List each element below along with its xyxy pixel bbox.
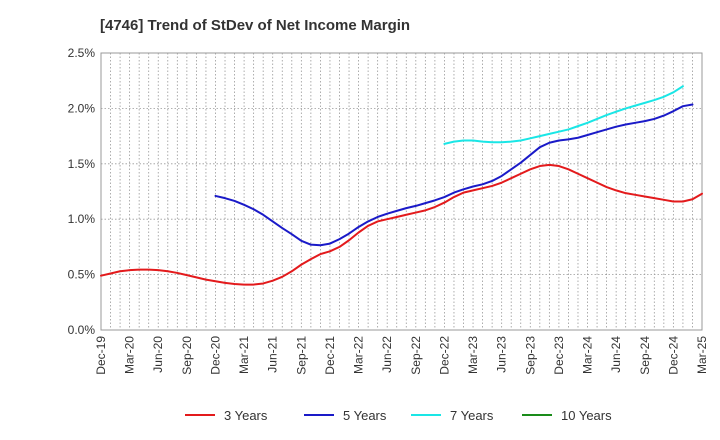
x-tick-label: Jun-20 xyxy=(151,336,165,373)
x-tick-label: Sep-20 xyxy=(180,336,194,375)
x-tick-label: Dec-20 xyxy=(208,336,222,375)
y-tick-label: 1.0% xyxy=(68,212,96,226)
y-tick-label: 2.5% xyxy=(68,46,96,60)
legend-label-5-years: 5 Years xyxy=(343,408,387,423)
plot-area xyxy=(100,85,703,286)
x-tick-label: Sep-21 xyxy=(294,336,308,375)
x-axis: Dec-19 Mar-20 Jun-20 Sep-20 Dec-20 Mar-21 Jun-… xyxy=(94,336,709,375)
legend-label-10-years: 10 Years xyxy=(561,408,612,423)
x-tick-label: Mar-23 xyxy=(466,336,480,374)
chart-title: [4746] Trend of StDev of Net Income Marg… xyxy=(100,17,410,34)
legend: 3 Years 5 Years 7 Years 10 Years xyxy=(185,408,612,423)
x-tick-label: Mar-25 xyxy=(695,336,709,374)
x-tick-label: Sep-23 xyxy=(523,336,537,375)
y-tick-label: 0.5% xyxy=(68,268,96,282)
x-tick-label: Dec-19 xyxy=(94,336,108,375)
x-tick-label: Dec-22 xyxy=(437,336,451,375)
plot-border xyxy=(100,52,703,331)
x-tick-label: Mar-21 xyxy=(237,336,251,374)
x-tick-label: Dec-24 xyxy=(666,336,680,375)
x-tick-label: Mar-22 xyxy=(352,336,366,374)
x-tick-label: Dec-23 xyxy=(552,336,566,375)
x-tick-label: Jun-22 xyxy=(380,336,394,373)
y-tick-label: 0.0% xyxy=(68,323,96,337)
legend-label-7-years: 7 Years xyxy=(450,408,494,423)
x-tick-label: Dec-21 xyxy=(323,336,337,375)
y-axis: 0.0% 0.5% 1.0% 1.5% 2.0% 2.5% xyxy=(68,46,96,337)
x-tick-label: Mar-24 xyxy=(581,336,595,374)
x-tick-label: Jun-23 xyxy=(495,336,509,373)
series-line-5-years xyxy=(214,103,694,247)
x-tick-label: Jun-24 xyxy=(609,336,623,373)
x-tick-label: Sep-22 xyxy=(409,336,423,375)
series-line-3-years xyxy=(100,163,703,286)
series-line-7-years xyxy=(443,85,684,145)
y-tick-label: 2.0% xyxy=(68,101,96,115)
grid xyxy=(100,52,703,331)
x-tick-label: Jun-21 xyxy=(266,336,280,373)
x-tick-label: Sep-24 xyxy=(638,336,652,375)
y-tick-label: 1.5% xyxy=(68,157,96,171)
x-tick-label: Mar-20 xyxy=(123,336,137,374)
legend-label-3-years: 3 Years xyxy=(224,408,268,423)
